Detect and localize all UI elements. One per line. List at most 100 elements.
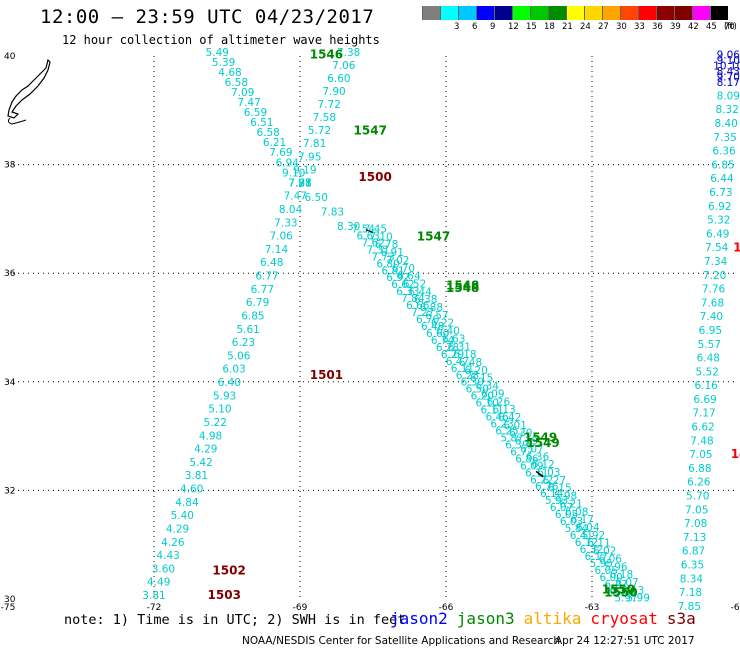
lon-tick-label: -66 <box>439 603 454 613</box>
swh-value: 7.05 <box>689 449 712 461</box>
legend-label: 33 <box>634 22 645 32</box>
swh-value: 6.91 <box>381 247 404 259</box>
swh-value: 6.60 <box>426 328 449 340</box>
swh-value: 6.11 <box>451 363 474 375</box>
swh-value: 5.72 <box>308 125 331 137</box>
swh-value: 6.00 <box>599 572 622 584</box>
lat-tick-label: 30 <box>4 595 16 605</box>
swh-value: 6.14 <box>540 488 564 500</box>
swh-value: 5.95 <box>590 558 613 570</box>
swh-value: 6.41 <box>570 530 593 542</box>
swh-value: 6.60 <box>327 73 350 85</box>
swh-value: 6.07 <box>550 502 573 514</box>
legend-label: 6 <box>472 22 478 32</box>
swh-value: 6.30 <box>509 428 532 440</box>
legend-label: 12 <box>508 22 519 32</box>
swh-value: 6.85 <box>711 159 734 171</box>
time-label: 1502 <box>212 564 245 578</box>
time-label: 1440 <box>731 447 740 461</box>
footer-credit: NOAA/NESDIS Center for Satellite Applica… <box>242 635 560 647</box>
time-label: 1550 <box>602 583 635 597</box>
legend-swatch <box>422 6 440 20</box>
swh-value: 9.10 <box>717 55 740 67</box>
time-label: 1546 <box>310 48 343 62</box>
swh-value: 6.07 <box>520 443 543 455</box>
swh-value: 7.95 <box>298 151 321 163</box>
swh-value: 8.32 <box>716 104 739 116</box>
swh-value: 6.64 <box>397 271 421 283</box>
swh-value: 6.76 <box>535 481 559 493</box>
swh-value: 7.62 <box>361 237 384 249</box>
swh-value: 7.78 <box>288 177 311 189</box>
swh-value: 6.81 <box>381 265 404 277</box>
lon-tick-label: -69 <box>293 603 308 613</box>
legend-label: 27 <box>598 22 609 32</box>
swh-value: 6.58 <box>256 127 279 139</box>
swh-value: 7.33 <box>274 217 297 229</box>
swh-value: 6.50 <box>305 192 328 204</box>
time-label: 1549 <box>524 431 557 445</box>
legend-label: 15 <box>526 22 537 32</box>
swh-value: 6.87 <box>682 546 705 558</box>
swh-value: 6.06 <box>599 553 623 565</box>
legend-swatch <box>674 6 692 20</box>
swh-value: 7.85 <box>678 601 701 613</box>
swh-value: 6.29 <box>441 349 464 361</box>
time-label: 1547 <box>417 230 450 244</box>
swh-value: 6.07 <box>615 577 638 589</box>
swh-value: 7.06 <box>269 231 293 243</box>
swh-value: 6.92 <box>708 201 731 213</box>
legend-swatch <box>512 6 530 20</box>
swh-value: 5.93 <box>213 390 236 402</box>
swh-value: 7.47 <box>284 191 307 203</box>
lon-tick-label: -72 <box>147 603 162 613</box>
legend-swatch <box>494 6 512 20</box>
swh-value: 6.48 <box>260 257 283 269</box>
swh-value: 8.04 <box>279 204 303 216</box>
swh-value: 5.87 <box>500 432 523 444</box>
time-label: 1500 <box>358 170 391 184</box>
swh-value: 6.63 <box>357 230 380 242</box>
swh-value: 6.46 <box>485 412 509 424</box>
page-title: 12:00 – 23:59 UTC 04/23/2017 <box>40 6 375 28</box>
swh-value: 5.97 <box>614 593 637 605</box>
swh-value: 7.54 <box>705 242 729 254</box>
lat-tick-label: 32 <box>4 486 15 496</box>
swh-value: 7.27 <box>288 177 311 189</box>
legend-swatch <box>548 6 566 20</box>
swh-value: 6.13 <box>621 585 644 597</box>
legend-label: 36 <box>652 22 663 32</box>
swh-value: 9.70 <box>717 71 740 83</box>
lat-tick-label: 38 <box>4 161 16 171</box>
swh-value: 7.31 <box>366 244 389 256</box>
swh-value: 7.81 <box>288 177 311 189</box>
swh-value: 6.80 <box>376 258 399 270</box>
lat-tick-label: 36 <box>4 269 16 279</box>
swh-value: 4.29 <box>166 523 189 535</box>
legend-unit: (ft) <box>724 22 737 32</box>
time-label: 1548 <box>446 281 479 295</box>
swh-value: 9.19 <box>293 164 316 176</box>
legend-label: 39 <box>670 22 681 32</box>
swh-value: 5.57 <box>698 339 721 351</box>
legend-swatch <box>584 6 602 20</box>
swh-value: 6.49 <box>706 228 729 240</box>
legend-swatch <box>692 6 710 20</box>
swh-value: 6.70 <box>392 263 415 275</box>
swh-value: 8.34 <box>680 573 704 585</box>
swh-value: 4.26 <box>161 537 185 549</box>
swh-value: 8.40 <box>714 118 737 130</box>
legend-swatch <box>656 6 674 20</box>
swh-value: 4.60 <box>180 484 203 496</box>
page-subtitle: 12 hour collection of altimeter wave hei… <box>62 33 380 47</box>
legend-label: 24 <box>580 22 591 32</box>
satellite-legend: jason2 jason3 altika cryosat s3a <box>390 609 705 628</box>
swh-value: 6.16 <box>694 380 718 392</box>
swh-value: 6.08 <box>565 506 588 518</box>
swh-value: 6.77 <box>251 284 274 296</box>
swh-value: 6.09 <box>481 388 504 400</box>
footer-timestamp: Apr 24 12:27:51 UTC 2017 <box>555 635 695 647</box>
swh-value: 4.29 <box>194 444 217 456</box>
swh-value: 6.26 <box>687 477 711 489</box>
swh-value: 5.32 <box>707 215 730 227</box>
